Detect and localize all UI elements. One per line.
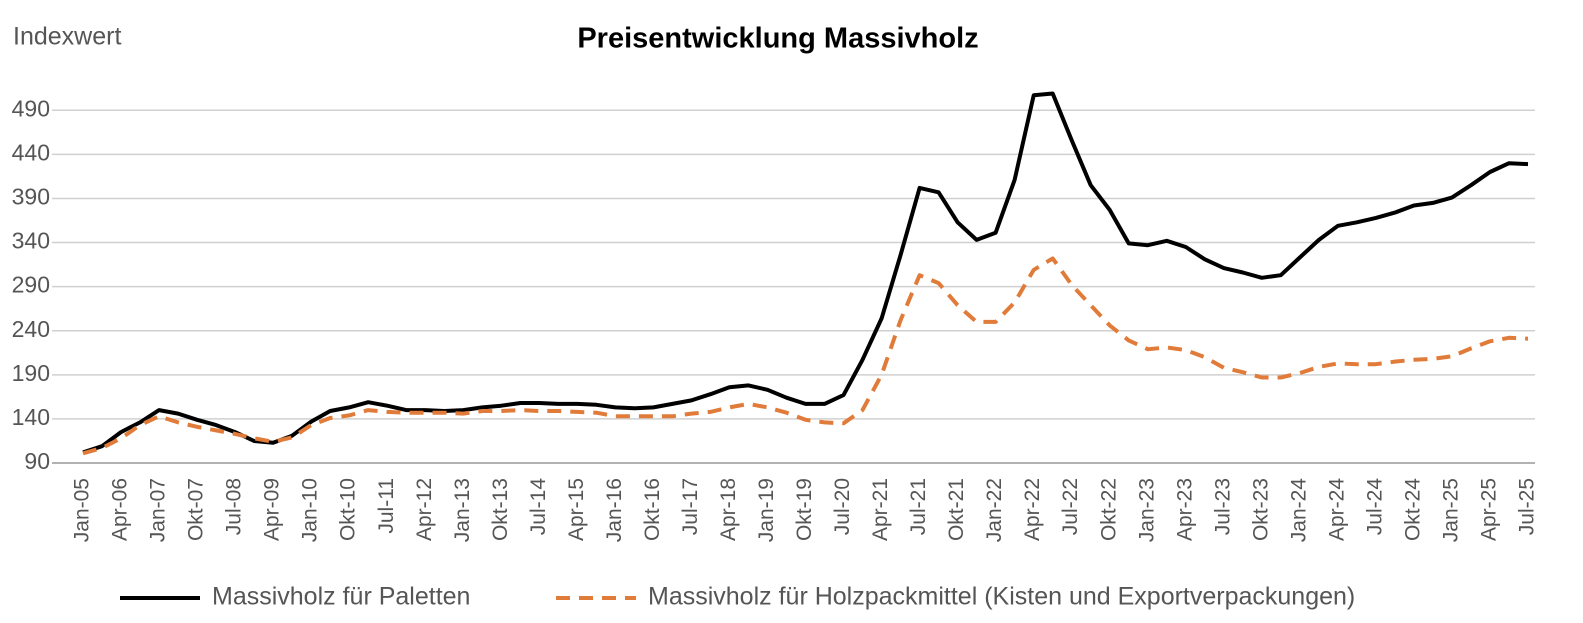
- x-tick-label: Apr-18: [717, 478, 740, 541]
- x-tick-label: Apr-23: [1173, 478, 1196, 541]
- x-tick-label: Jul-08: [223, 478, 246, 535]
- x-tick-label: Jul-20: [831, 478, 854, 535]
- x-tick-label: Jul-21: [907, 478, 930, 535]
- x-tick-label: Jan-22: [983, 478, 1006, 542]
- x-tick-label: Jul-23: [1211, 478, 1234, 535]
- x-tick-label: Okt-22: [1097, 478, 1120, 541]
- y-tick-label: 390: [12, 184, 50, 210]
- x-tick-label: Jan-16: [603, 478, 626, 542]
- x-tick-label: Jul-11: [375, 478, 398, 534]
- chart-title: Preisentwicklung Massivholz: [577, 23, 978, 55]
- x-tick-label: Apr-06: [109, 478, 132, 541]
- x-tick-label: Jul-24: [1363, 478, 1386, 536]
- x-tick-label: Okt-07: [185, 478, 208, 541]
- x-tick-label: Jul-14: [527, 478, 550, 536]
- x-tick-label: Jan-25: [1439, 478, 1462, 542]
- x-tick-label: Okt-13: [489, 478, 512, 541]
- x-tick-label: Jul-17: [679, 478, 702, 535]
- y-tick-label: 240: [12, 316, 50, 342]
- x-tick-label: Okt-24: [1401, 478, 1424, 541]
- y-tick-label: 290: [12, 272, 50, 298]
- x-tick-label: Apr-09: [261, 478, 284, 541]
- x-tick-label: Apr-12: [413, 478, 436, 541]
- x-tick-label: Jan-05: [71, 478, 94, 542]
- x-tick-label: Jan-23: [1135, 478, 1158, 542]
- legend-label: Massivholz für Paletten: [212, 583, 470, 611]
- y-tick-label: 440: [12, 139, 50, 165]
- x-tick-label: Apr-24: [1325, 478, 1348, 541]
- x-tick-label: Okt-16: [641, 478, 664, 541]
- x-tick-label: Okt-21: [945, 478, 968, 541]
- x-tick-label: Jan-19: [755, 478, 778, 542]
- x-tick-label: Jan-13: [451, 478, 474, 542]
- x-tick-label: Apr-22: [1021, 478, 1044, 541]
- x-tick-label: Apr-25: [1478, 478, 1501, 541]
- x-tick-label: Apr-15: [565, 478, 588, 541]
- y-axis-label: Indexwert: [13, 23, 121, 51]
- y-tick-label: 340: [12, 228, 50, 254]
- y-tick-label: 190: [12, 360, 50, 386]
- x-tick-label: Jan-24: [1287, 478, 1310, 543]
- y-tick-label: 140: [12, 404, 50, 430]
- x-tick-label: Okt-19: [793, 478, 816, 541]
- x-tick-label: Okt-23: [1249, 478, 1272, 541]
- y-tick-label: 90: [24, 448, 50, 474]
- y-tick-label: 490: [12, 95, 50, 121]
- x-tick-label: Jan-07: [147, 478, 170, 542]
- x-tick-label: Apr-21: [869, 478, 892, 541]
- series-line: [82, 256, 1529, 456]
- x-tick-label: Jul-25: [1516, 478, 1539, 535]
- x-tick-label: Jan-10: [299, 478, 322, 542]
- series-line: [82, 91, 1529, 455]
- x-tick-label: Jul-22: [1059, 478, 1082, 535]
- x-tick-label: Okt-10: [337, 478, 360, 541]
- legend-label: Massivholz für Holzpackmittel (Kisten un…: [648, 583, 1355, 611]
